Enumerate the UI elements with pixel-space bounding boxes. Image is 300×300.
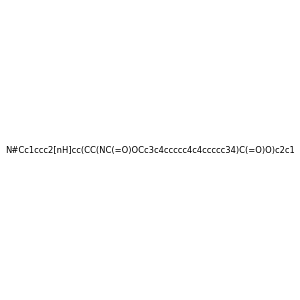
Text: N#Cc1ccc2[nH]cc(CC(NC(=O)OCc3c4ccccc4c4ccccc34)C(=O)O)c2c1: N#Cc1ccc2[nH]cc(CC(NC(=O)OCc3c4ccccc4c4c…	[5, 146, 295, 154]
